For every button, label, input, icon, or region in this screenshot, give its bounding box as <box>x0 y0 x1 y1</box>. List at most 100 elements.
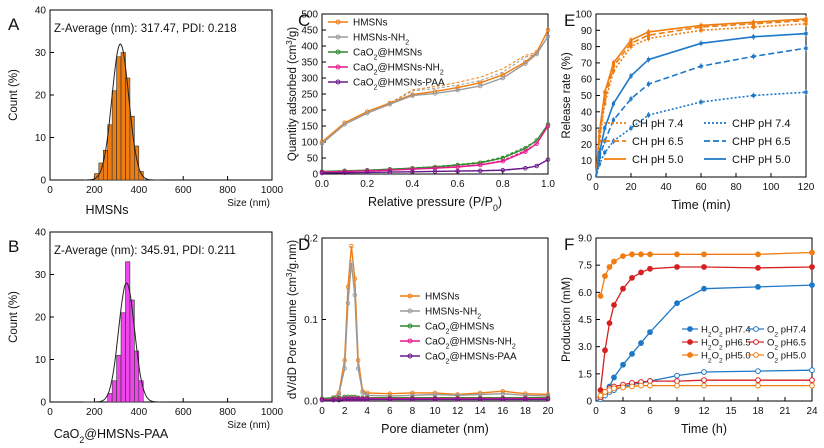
x-axis-label-part: Relative pressure (P/P <box>368 195 493 209</box>
legend-label: HMSNs <box>425 292 459 303</box>
legend-label-part: @HMSNs-NH <box>449 337 511 348</box>
x-tick-label: 600 <box>175 407 192 418</box>
data-point <box>602 273 608 279</box>
legend-label-part: pH7.4 <box>778 325 806 336</box>
x-tick-label: 0 <box>47 407 53 418</box>
legend-label-part: 2 <box>774 331 778 338</box>
histogram-bar <box>111 90 117 181</box>
panel-letter: F <box>564 235 574 254</box>
series-point <box>455 87 460 93</box>
y-axis-label-part: dV/dD Pore volume (cm <box>287 277 299 399</box>
data-point <box>646 36 651 41</box>
data-point <box>809 282 815 288</box>
y-axis-label-part: /g) <box>287 27 299 41</box>
series-point <box>500 158 506 164</box>
series-point <box>477 397 483 402</box>
data-point <box>755 251 761 258</box>
y-tick-label: 0 <box>40 176 46 187</box>
legend-label: CH pH 7.4 <box>632 118 683 130</box>
x-tick-label: 400 <box>130 185 147 196</box>
series-line <box>322 398 548 401</box>
legend-marker <box>687 339 693 345</box>
x-tick-label: 9 <box>674 406 680 417</box>
y-tick-label: 0.0 <box>304 397 318 408</box>
series-point <box>545 34 551 39</box>
data-point <box>699 41 703 45</box>
data-point <box>755 284 761 290</box>
y-tick-label: 20 <box>35 91 47 102</box>
y-tick-label: 450 <box>301 26 318 37</box>
legend-label-part: 2 <box>477 313 481 320</box>
legend-label: HMSNs-NH2 <box>353 33 409 47</box>
legend-label: HMSNs-NH2 <box>425 307 481 321</box>
x-tick-label: 18 <box>752 406 764 417</box>
y-tick-label: 0 <box>586 173 592 184</box>
x-axis-label-part: @HMSNs-PAA <box>84 427 169 441</box>
x-tick-label: 200 <box>86 407 103 418</box>
y-tick-label: 0.1 <box>304 315 318 326</box>
y-tick-label: 90 <box>581 26 593 37</box>
y-axis-label: Quantity adsorbed (cm3/g) <box>285 27 300 161</box>
series-point <box>342 170 347 175</box>
x-tick-label: 4 <box>364 406 370 417</box>
chart-panel-A: A 0 200 400 600 800 1000 0 10 20 30 40 Z-Average (nm… <box>8 6 284 218</box>
y-axis-label: Release rate (%) <box>561 52 573 138</box>
x-tick-label: 200 <box>86 185 103 196</box>
series-point <box>545 397 551 402</box>
data-point <box>638 340 644 346</box>
legend-label-part: O <box>712 338 719 349</box>
histogram-bar <box>120 312 126 403</box>
data-point <box>629 274 635 281</box>
data-point <box>809 377 815 384</box>
series-point <box>545 157 551 162</box>
legend-label: CHP pH 7.4 <box>732 118 791 130</box>
legend-label-part: HMSNs <box>353 18 387 29</box>
data-point <box>804 17 808 21</box>
legend-label: O2 pH6.5 <box>767 338 806 352</box>
legend-label: CaO2@HMSNs-PAA <box>425 352 517 366</box>
series-line-desorption <box>321 29 549 143</box>
x-tick-label: 1000 <box>261 407 284 418</box>
legend-label: CH pH 5.0 <box>632 154 683 166</box>
x-axis-label: Time (min) <box>671 198 730 212</box>
y-tick-label: 0.2 <box>304 234 318 245</box>
legend-label-part: 2 <box>719 331 723 338</box>
data-point <box>629 45 633 49</box>
series-point <box>455 168 460 174</box>
data-point <box>701 382 707 389</box>
data-point <box>638 269 644 276</box>
y-tick-label: 350 <box>301 58 318 69</box>
legend-label-part: CaO <box>425 352 446 363</box>
gaussian-fit-line <box>83 43 161 181</box>
x-axis-label: Relative pressure (P/P0) <box>368 195 502 213</box>
series-point <box>349 260 354 265</box>
data-point <box>701 251 707 258</box>
data-point <box>606 320 613 327</box>
chart-panel-D: D 0 2 4 6 8 10 12 14 16 18 20 0.0 0.1 0.2 HMSNs HMSNs-NH… <box>285 234 554 437</box>
legend-label-part: CaO <box>353 63 374 74</box>
histogram-bar <box>134 145 140 181</box>
x-axis-label: HMSNs <box>85 203 128 217</box>
legend-marker <box>407 338 413 344</box>
legend-label: H2O2 pH6.5 <box>701 338 751 352</box>
chart-panel-E: E 0 20 40 60 80 100 120 0 10 20 30 40 50 60 70 80 90 100 CH… <box>561 10 815 213</box>
series-point <box>342 122 347 127</box>
x-tick-label: 10 <box>429 406 441 417</box>
legend-label-part: 2 <box>446 328 450 335</box>
legend-label-part: 2 <box>374 84 378 91</box>
y-tick-label: 30 <box>35 48 47 59</box>
y-axis-label-part: Release rate (%) <box>561 52 573 138</box>
data-point <box>611 61 616 65</box>
x-tick-label: 800 <box>219 407 236 418</box>
series-point <box>523 397 528 402</box>
data-point <box>755 382 761 389</box>
data-point <box>629 383 635 390</box>
data-point <box>611 69 616 73</box>
data-point <box>629 351 635 357</box>
series-line <box>321 246 549 401</box>
data-point <box>629 41 633 45</box>
legend-label: CHP pH 6.5 <box>732 136 791 148</box>
x-tick-label: 3 <box>620 406 626 417</box>
y-tick-label: 0 <box>40 398 46 409</box>
data-point <box>629 38 633 42</box>
